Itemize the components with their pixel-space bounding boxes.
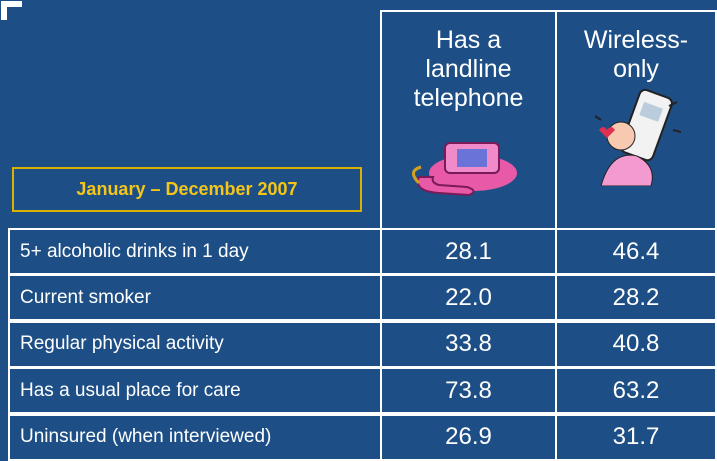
header-line: only	[557, 55, 715, 84]
row-label: Uninsured (when interviewed)	[8, 414, 382, 461]
landline-icon	[409, 121, 529, 201]
wireless-icon	[581, 86, 691, 186]
row-label: 5+ alcoholic drinks in 1 day	[8, 228, 382, 275]
cell-value: 33.8	[380, 321, 557, 368]
cell-value: 40.8	[555, 321, 717, 368]
header-line: telephone	[382, 84, 555, 113]
cell-value: 31.7	[555, 414, 717, 461]
row-label: Regular physical activity	[8, 321, 382, 368]
cell-value: 63.2	[555, 367, 717, 414]
row-label: Has a usual place for care	[8, 367, 382, 414]
period-label: January – December 2007	[12, 167, 362, 212]
slide: Has alandlinetelephone Wireless-only Jan…	[0, 0, 717, 461]
cell-value: 26.9	[380, 414, 557, 461]
column-header: Wireless-only	[555, 10, 717, 230]
cell-value: 28.1	[380, 228, 557, 275]
corner-bracket	[0, 0, 22, 20]
cell-value: 28.2	[555, 274, 717, 321]
cell-value: 46.4	[555, 228, 717, 275]
header-line: Has a	[382, 26, 555, 55]
cell-value: 22.0	[380, 274, 557, 321]
header-line: landline	[382, 55, 555, 84]
cell-value: 73.8	[380, 367, 557, 414]
header-line: Wireless-	[557, 26, 715, 55]
row-label: Current smoker	[8, 274, 382, 321]
